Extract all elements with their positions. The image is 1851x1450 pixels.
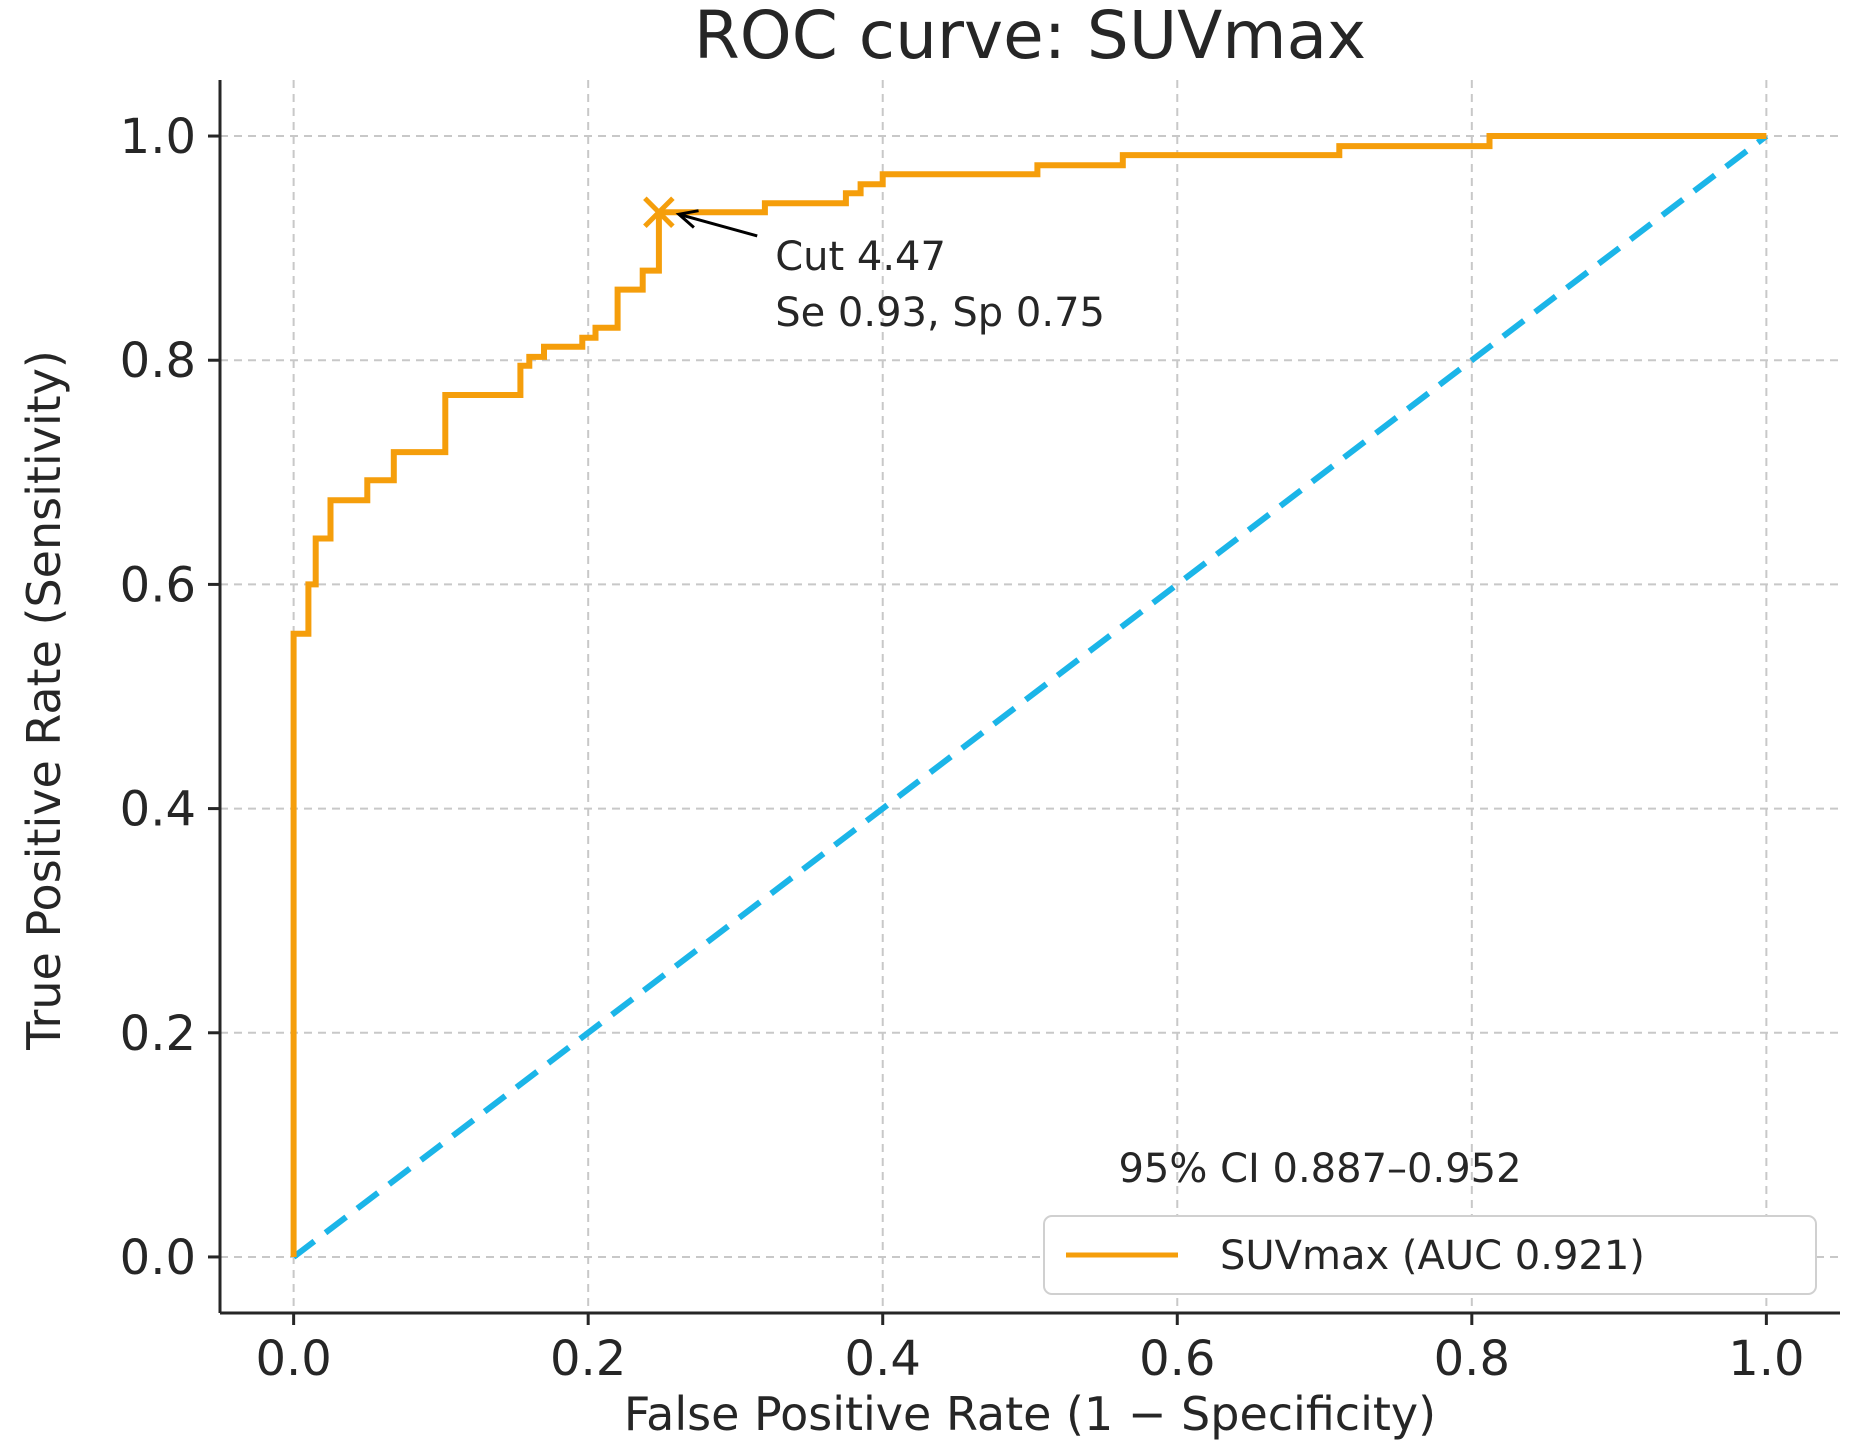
y-tick-label-1: 0.2	[120, 1006, 196, 1062]
chance-diagonal	[291, 133, 1769, 1260]
legend-label-suvmax: SUVmax (AUC 0.921)	[1220, 1233, 1645, 1279]
x-tick-label-4: 0.8	[1434, 1331, 1510, 1387]
cutoff-annotation: Cut 4.47 Se 0.93, Sp 0.75	[675, 209, 1105, 336]
ticks: 0.0 0.2 0.4 0.6 0.8 1.0 0.0 0.2 0.4 0.6 0.8 1.0	[120, 109, 1805, 1387]
x-tick-label-5: 1.0	[1728, 1331, 1804, 1387]
chance-line	[291, 133, 1769, 1260]
y-tick-label-3: 0.6	[120, 557, 196, 613]
x-tick-label-3: 0.6	[1139, 1331, 1215, 1387]
x-axis-label: False Positive Rate (1 − Specificity)	[624, 1387, 1436, 1441]
y-tick-label-5: 1.0	[120, 109, 196, 165]
legend: SUVmax (AUC 0.921)	[1043, 1215, 1817, 1295]
y-tick-label-4: 0.8	[120, 333, 196, 389]
axes	[218, 80, 1840, 1315]
x-tick-label-1: 0.2	[550, 1331, 626, 1387]
annotation-line-2: Se 0.93, Sp 0.75	[775, 290, 1105, 336]
annotation-arrow-head	[675, 209, 699, 229]
roc-series	[290, 133, 1767, 1257]
chart-title: ROC curve: SUVmax	[694, 0, 1366, 74]
x-tick-label-0: 0.0	[255, 1331, 331, 1387]
roc-curve-suvmax	[290, 133, 1767, 1257]
y-tick-label-2: 0.4	[120, 782, 196, 838]
annotation-arrow-shaft	[678, 212, 758, 238]
x-tick-label-2: 0.4	[845, 1331, 921, 1387]
annotation-line-1: Cut 4.47	[775, 234, 946, 280]
y-tick-label-0: 0.0	[120, 1230, 196, 1286]
y-axis-label: True Positive Rate (Sensitivity)	[17, 350, 71, 1051]
ci-text: 95% CI 0.887–0.952	[1118, 1146, 1521, 1192]
legend-box	[1043, 1215, 1817, 1295]
cutoff-marker-stroke-b	[643, 196, 675, 229]
